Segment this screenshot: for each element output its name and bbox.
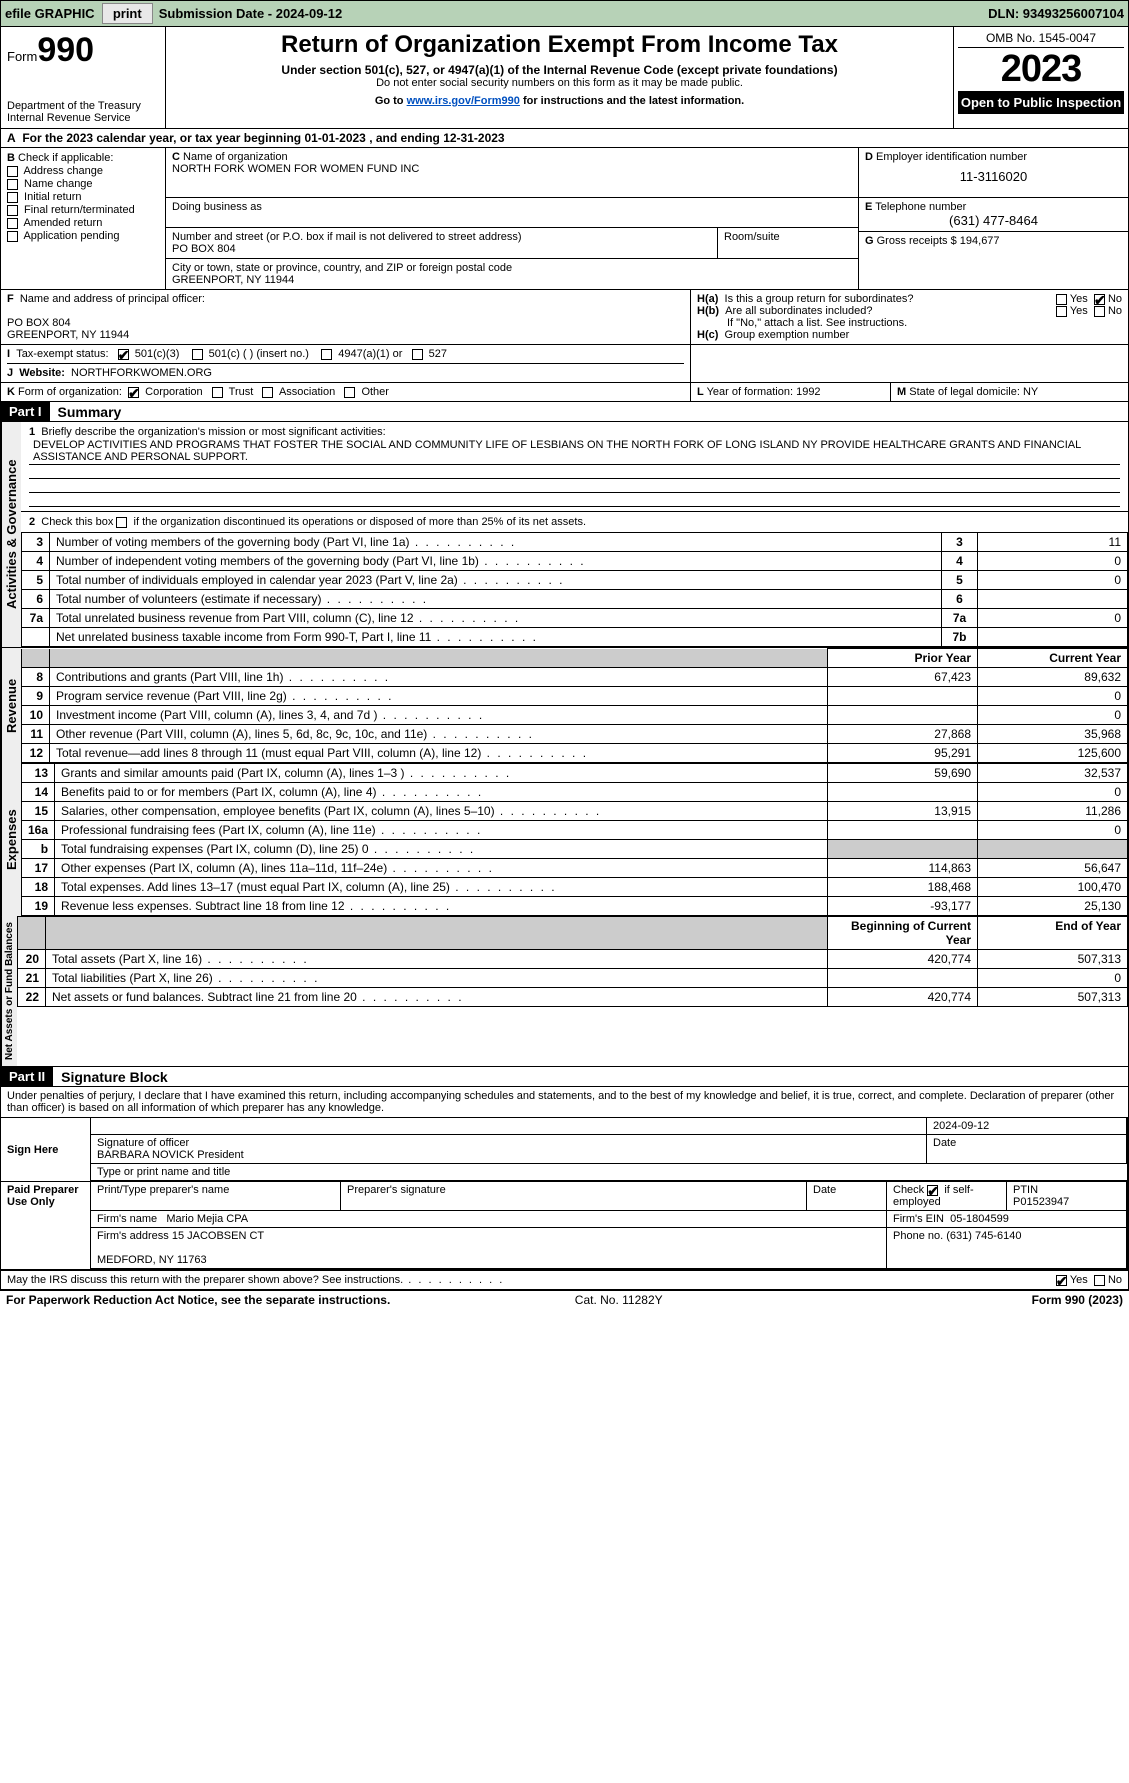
- section-governance: Activities & Governance 1 Briefly descri…: [0, 422, 1129, 647]
- entity-block: B Check if applicable: Address change Na…: [0, 148, 1129, 290]
- submission-date: Submission Date - 2024-09-12: [159, 6, 343, 21]
- table-row: 13Grants and similar amounts paid (Part …: [22, 764, 1128, 783]
- efile-label: efile GRAPHIC: [5, 6, 95, 21]
- goto-line: Go to www.irs.gov/Form990 for instructio…: [174, 95, 945, 107]
- table-row: 3Number of voting members of the governi…: [22, 533, 1128, 552]
- table-row: 7aTotal unrelated business revenue from …: [22, 609, 1128, 628]
- firm-addr1: 15 JACOBSEN CT: [172, 1230, 264, 1242]
- table-row: 6Total number of volunteers (estimate if…: [22, 590, 1128, 609]
- form-header: Form990 Department of the Treasury Inter…: [0, 27, 1129, 129]
- table-row: 5Total number of individuals employed in…: [22, 571, 1128, 590]
- org-name: NORTH FORK WOMEN FOR WOMEN FUND INC: [172, 163, 419, 175]
- top-bar: efile GRAPHIC print Submission Date - 20…: [0, 0, 1129, 27]
- ssn-note: Do not enter social security numbers on …: [174, 77, 945, 89]
- omb-number: OMB No. 1545-0047: [958, 29, 1124, 48]
- status-website-row: I Tax-exempt status: 501(c)(3) 501(c) ( …: [0, 345, 1129, 383]
- box-b: B Check if applicable: Address change Na…: [1, 148, 166, 289]
- checkbox-address-change[interactable]: Address change: [7, 165, 159, 177]
- firm-name: Mario Mejia CPA: [166, 1213, 248, 1225]
- form-title: Return of Organization Exempt From Incom…: [174, 31, 945, 59]
- table-row: 19Revenue less expenses. Subtract line 1…: [22, 897, 1128, 916]
- table-row: 10Investment income (Part VIII, column (…: [22, 706, 1128, 725]
- gross-receipts: 194,677: [960, 235, 1000, 247]
- firm-addr2: MEDFORD, NY 11763: [97, 1254, 207, 1266]
- checkbox-initial-return[interactable]: Initial return: [7, 191, 159, 203]
- table-row: 15Salaries, other compensation, employee…: [22, 802, 1128, 821]
- checkbox-application-pending[interactable]: Application pending: [7, 230, 159, 242]
- table-row: 12Total revenue—add lines 8 through 11 (…: [22, 744, 1128, 763]
- form-org-row: K Form of organization: Corporation Trus…: [0, 383, 1129, 402]
- dln: DLN: 93493256007104: [988, 6, 1124, 21]
- irs-link[interactable]: www.irs.gov/Form990: [407, 95, 520, 107]
- dept-treasury: Department of the Treasury: [7, 100, 159, 112]
- ein: 11-3116020: [865, 169, 1122, 184]
- table-row: 17Other expenses (Part IX, column (A), l…: [22, 859, 1128, 878]
- section-expenses: Expenses 13Grants and similar amounts pa…: [0, 763, 1129, 916]
- checkbox-final-return-terminated[interactable]: Final return/terminated: [7, 204, 159, 216]
- sig-date: 2024-09-12: [927, 1118, 1127, 1135]
- officer-name: BARBARA NOVICK President: [97, 1149, 244, 1161]
- year-formation: 1992: [796, 386, 820, 398]
- mission-text: DEVELOP ACTIVITIES AND PROGRAMS THAT FOS…: [29, 438, 1120, 465]
- section-revenue: Revenue Prior Year Current Year 8Contrib…: [0, 647, 1129, 763]
- section-net-assets: Net Assets or Fund Balances Beginning of…: [0, 916, 1129, 1067]
- officer-addr2: GREENPORT, NY 11944: [7, 329, 129, 341]
- telephone: (631) 477-8464: [865, 213, 1122, 228]
- city-state-zip: GREENPORT, NY 11944: [172, 274, 294, 286]
- form-subtitle: Under section 501(c), 527, or 4947(a)(1)…: [174, 63, 945, 77]
- table-row: Net unrelated business taxable income fr…: [22, 628, 1128, 647]
- irs-label: Internal Revenue Service: [7, 112, 159, 124]
- table-row: 14Benefits paid to or for members (Part …: [22, 783, 1128, 802]
- table-row: 8Contributions and grants (Part VIII, li…: [22, 668, 1128, 687]
- checkbox-amended-return[interactable]: Amended return: [7, 217, 159, 229]
- page-footer: For Paperwork Reduction Act Notice, see …: [0, 1290, 1129, 1309]
- table-row: 18Total expenses. Add lines 13–17 (must …: [22, 878, 1128, 897]
- firm-ein: 05-1804599: [950, 1213, 1009, 1225]
- table-row: 4Number of independent voting members of…: [22, 552, 1128, 571]
- table-row: 21Total liabilities (Part X, line 26)0: [18, 969, 1128, 988]
- street: PO BOX 804: [172, 243, 236, 255]
- tax-year: 2023: [958, 48, 1124, 91]
- room-suite: Room/suite: [718, 228, 858, 258]
- open-inspection: Open to Public Inspection: [958, 91, 1124, 114]
- table-row: bTotal fundraising expenses (Part IX, co…: [22, 840, 1128, 859]
- part1-header: Part I Summary: [0, 402, 1129, 422]
- table-row: 9Program service revenue (Part VIII, lin…: [22, 687, 1128, 706]
- dba: Doing business as: [166, 198, 858, 228]
- form-number: Form990: [7, 31, 159, 70]
- ptin: P01523947: [1013, 1196, 1069, 1208]
- print-button[interactable]: print: [102, 3, 153, 24]
- officer-addr1: PO BOX 804: [7, 317, 71, 329]
- tax-period: A For the 2023 calendar year, or tax yea…: [0, 129, 1129, 148]
- table-row: 16aProfessional fundraising fees (Part I…: [22, 821, 1128, 840]
- table-row: 22Net assets or fund balances. Subtract …: [18, 988, 1128, 1007]
- signature-block: Sign Here 2024-09-12 Signature of office…: [0, 1118, 1129, 1271]
- discuss-row: May the IRS discuss this return with the…: [0, 1271, 1129, 1290]
- domicile-state: NY: [1023, 386, 1038, 398]
- table-row: 11Other revenue (Part VIII, column (A), …: [22, 725, 1128, 744]
- perjury-statement: Under penalties of perjury, I declare th…: [0, 1087, 1129, 1118]
- firm-phone: (631) 745-6140: [946, 1230, 1021, 1242]
- table-row: 20Total assets (Part X, line 16)420,7745…: [18, 950, 1128, 969]
- part2-header: Part II Signature Block: [0, 1067, 1129, 1087]
- website: NORTHFORKWOMEN.ORG: [71, 367, 212, 379]
- checkbox-name-change[interactable]: Name change: [7, 178, 159, 190]
- officer-group-row: F Name and address of principal officer:…: [0, 290, 1129, 345]
